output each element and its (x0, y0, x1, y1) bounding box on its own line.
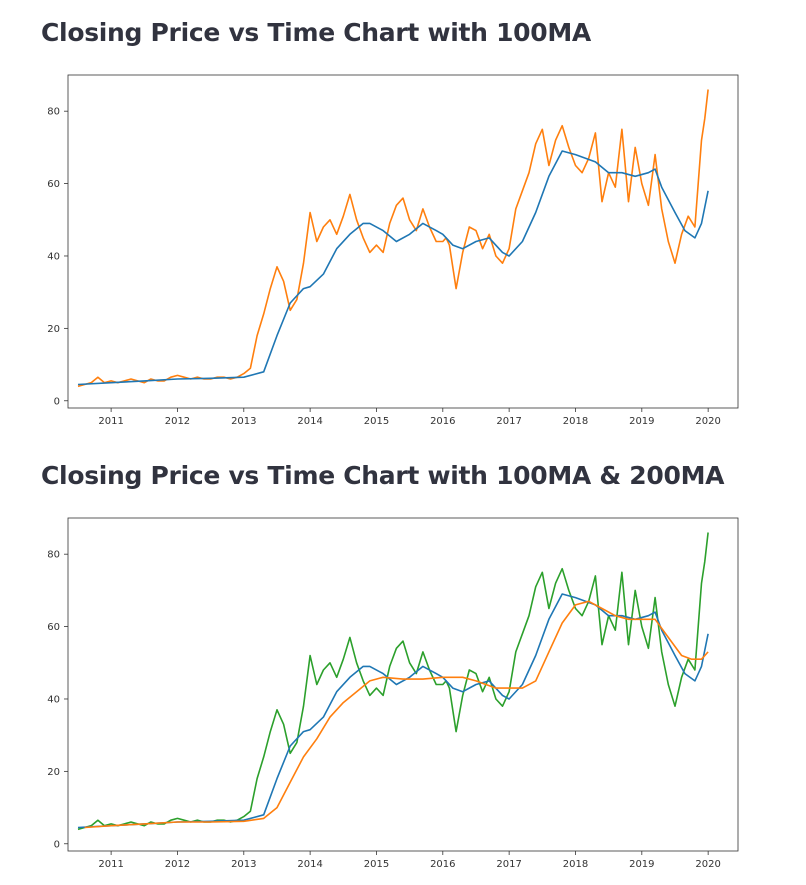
chart-2-x-tick-label: 2012 (165, 859, 190, 870)
chart-2-x-tick-label: 2016 (430, 859, 455, 870)
chart-2-y-tick-label: 20 (47, 767, 60, 778)
chart-1-x-tick-label: 2018 (563, 416, 588, 427)
chart-1-x-tick-label: 2014 (297, 416, 322, 427)
chart-1-x-tick-label: 2020 (695, 416, 720, 427)
chart-1-x-tick-label: 2015 (364, 416, 389, 427)
chart-1-y-tick-label: 40 (47, 251, 60, 262)
chart-2-plot-frame (67, 517, 739, 852)
chart-1-plot-frame (67, 74, 739, 409)
chart-2-x-tick-label: 2020 (695, 859, 720, 870)
chart-2-title: Closing Price vs Time Chart with 100MA &… (41, 461, 725, 490)
chart-2-y-tick-label: 0 (54, 839, 60, 850)
chart-1-y-tick-label: 60 (47, 179, 60, 190)
chart-2-series-2-line (84, 600, 709, 829)
chart-2-x-tick-label: 2014 (297, 859, 322, 870)
chart-2-x-tick-label: 2015 (364, 859, 389, 870)
chart-2-x-tick-label: 2011 (98, 859, 123, 870)
chart-1: 2011 2012 2013 2014 2015 2016 2017 2018 2019 2020… (47, 74, 739, 427)
chart-1-x-tick-label: 2017 (496, 416, 521, 427)
chart-2-x-tick-label: 2013 (231, 859, 256, 870)
chart-1-x-tick-label: 2019 (629, 416, 654, 427)
chart-1-series-0-line (77, 89, 709, 388)
chart-1-y-tick-label: 80 (47, 107, 60, 118)
chart-2-y-tick-label: 60 (47, 622, 60, 633)
chart-2-series-1-line (77, 593, 709, 829)
chart-2-y-tick-label: 40 (47, 694, 60, 705)
chart-2-x-tick-label: 2019 (629, 859, 654, 870)
chart-1-x-tick-label: 2011 (98, 416, 123, 427)
chart-2-series-0-line (77, 532, 709, 831)
chart-1-x-tick-label: 2016 (430, 416, 455, 427)
chart-1-title: Closing Price vs Time Chart with 100MA (41, 18, 591, 47)
chart-1-y-tick-label: 20 (47, 324, 60, 335)
chart-1-x-tick-label: 2013 (231, 416, 256, 427)
chart-1-y-tick-label: 0 (54, 396, 60, 407)
chart-1-x-tick-label: 2012 (165, 416, 190, 427)
chart-2: 2011 2012 2013 2014 2015 2016 2017 2018 2019 2020… (47, 517, 739, 870)
chart-1-series-1-line (77, 150, 709, 386)
chart-2-x-tick-label: 2018 (563, 859, 588, 870)
chart-2-x-tick-label: 2017 (496, 859, 521, 870)
chart-2-y-tick-label: 80 (47, 550, 60, 561)
